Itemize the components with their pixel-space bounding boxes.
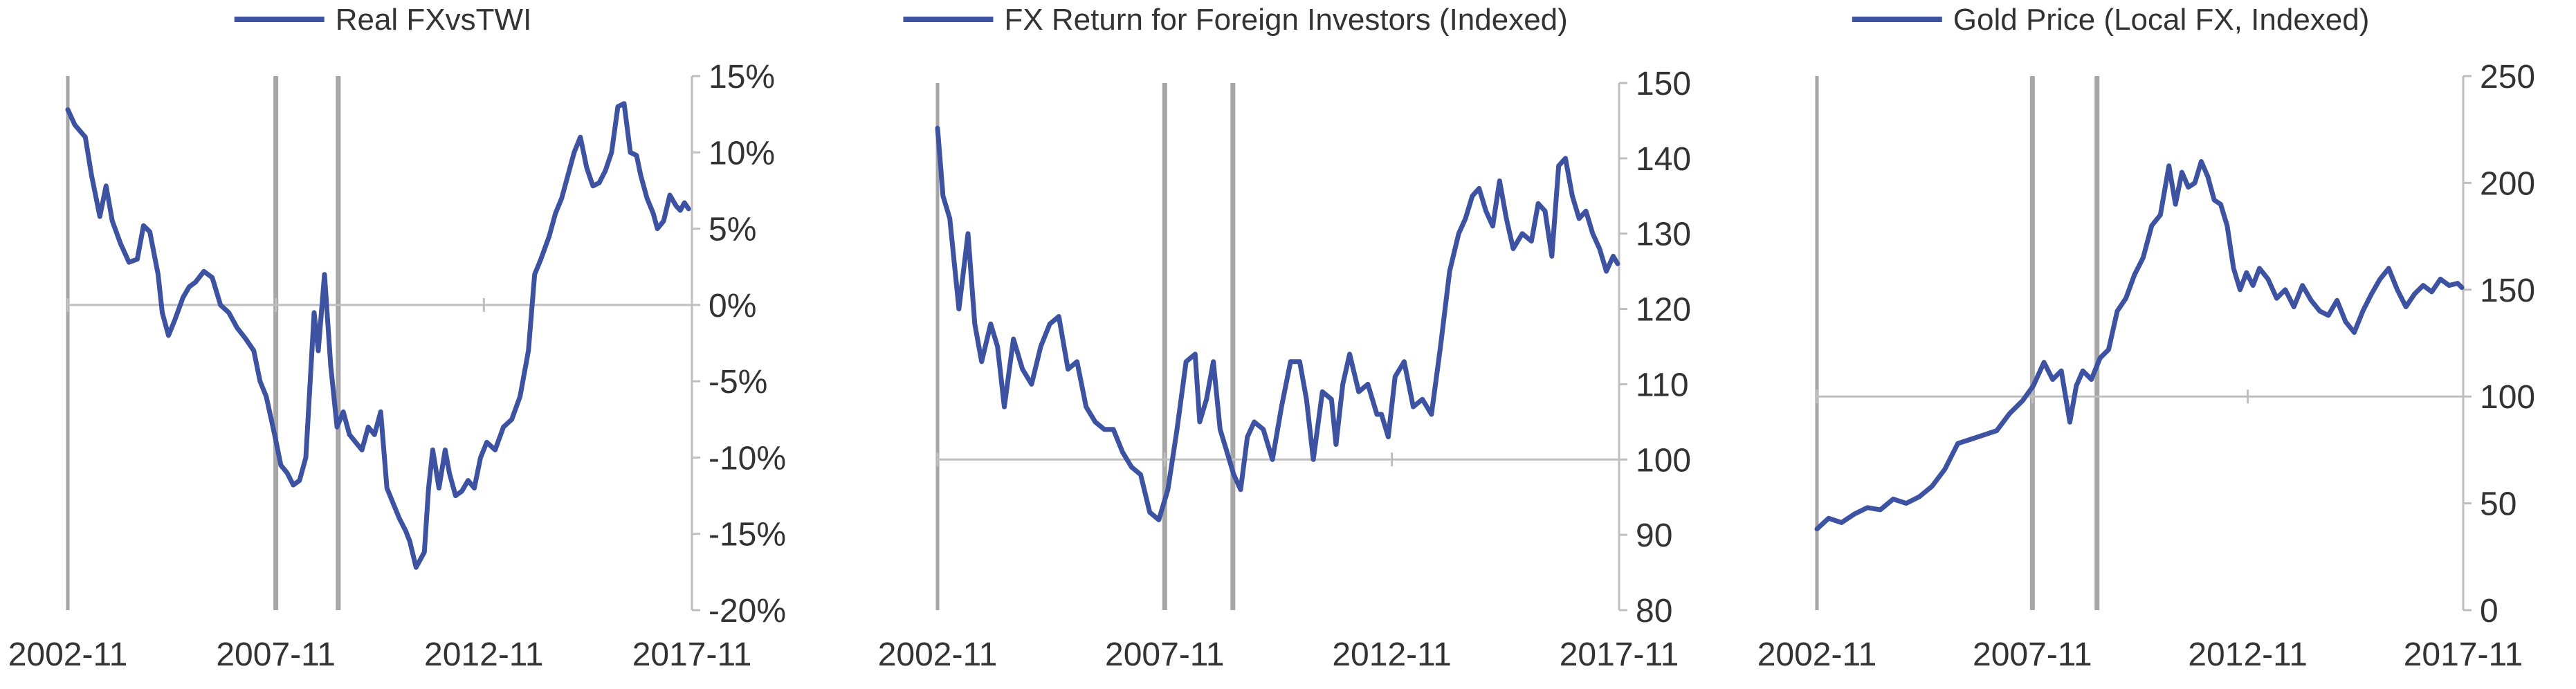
y-tick-label: 50 (2480, 486, 2516, 523)
series-line-0 (1814, 159, 2465, 532)
y-tick-label: 100 (2480, 379, 2535, 416)
y-tick-label: 250 (2480, 59, 2535, 95)
chart-fx-return-foreign-investors: 80 90 100 110 120 130 140 150 2002-11 2007-11 2012… (878, 3, 1691, 673)
y-tick-label: 5% (709, 212, 756, 248)
x-tick-label: 2012-11 (2188, 636, 2308, 673)
x-tick-label: 2007-11 (216, 636, 336, 673)
x-tick-label: 2012-11 (1332, 636, 1452, 673)
y-tick-label: 120 (1636, 292, 1691, 329)
y-tick-label: 0% (709, 288, 756, 324)
legend-label: FX Return for Foreign Investors (Indexed… (1004, 3, 1567, 37)
y-tick-label: -15% (709, 517, 786, 553)
y-tick-label: -5% (709, 364, 767, 401)
y-tick-label: 15% (709, 59, 775, 95)
legend-label: Real FXvsTWI (336, 3, 532, 37)
x-tick-label: 2007-11 (1105, 636, 1225, 673)
y-tick-label: -10% (709, 440, 786, 477)
x-tick-label: 2017-11 (2404, 636, 2523, 673)
x-tick-label: 2002-11 (8, 636, 128, 673)
y-tick-label: 10% (709, 135, 775, 172)
y-tick-label: 90 (1636, 517, 1672, 554)
x-tick-label: 2012-11 (424, 636, 544, 673)
chart-gold-price-local-fx: 0 50 100 150 200 250 2002-11 2007-11 2012-11 2017… (1757, 3, 2535, 673)
y-tick-label: 150 (2480, 273, 2535, 309)
chart-real-fx-vs-twi: -20% -15% -10% -5% 0% 5% 10% 15% 2002-11 2007-11 2… (8, 3, 786, 673)
y-tick-label: 200 (2480, 165, 2535, 202)
series-line-0 (935, 125, 1620, 522)
series-line-0 (65, 101, 691, 570)
y-tick-label: 110 (1636, 367, 1689, 403)
x-tick-label: 2007-11 (1973, 636, 2092, 673)
y-tick-label: 130 (1636, 217, 1691, 253)
x-tick-label: 2017-11 (632, 636, 752, 673)
legend-label: Gold Price (Local FX, Indexed) (1953, 3, 2370, 37)
y-tick-label: 100 (1636, 442, 1691, 479)
y-tick-label: 0 (2480, 593, 2499, 630)
y-tick-label: 140 (1636, 141, 1691, 178)
x-tick-label: 2002-11 (878, 636, 998, 673)
x-tick-label: 2002-11 (1757, 636, 1877, 673)
y-tick-label: -20% (709, 593, 786, 630)
y-tick-label: 150 (1636, 66, 1691, 102)
x-tick-label: 2017-11 (1560, 636, 1679, 673)
y-tick-label: 80 (1636, 593, 1672, 630)
